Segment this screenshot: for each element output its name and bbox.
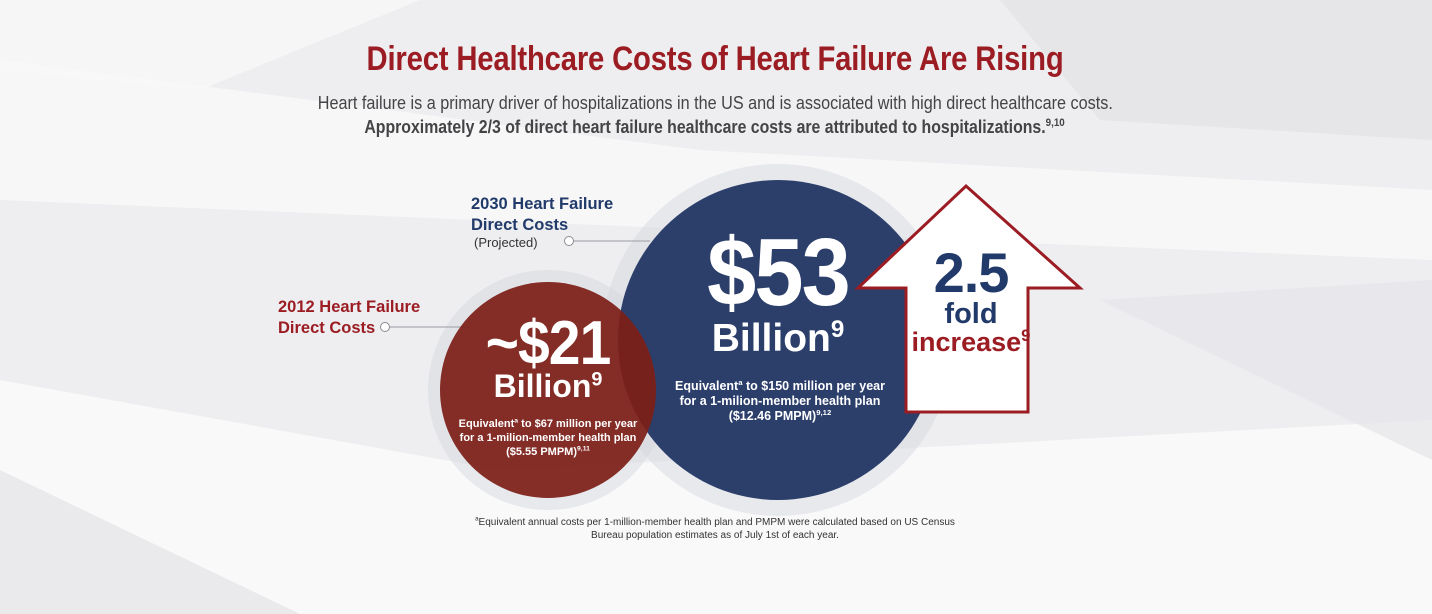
cost-2012-equiv-rest: to $67 million per year for a 1-milion-m… bbox=[459, 418, 638, 458]
circle-2012-cost bbox=[440, 282, 656, 498]
subtitle-line-1: Heart failure is a primary driver of hos… bbox=[317, 93, 1113, 113]
cost-2030-equivalent: Equivalenta to $150 million per year for… bbox=[670, 377, 890, 424]
label-2030-line-1: 2030 Heart Failure bbox=[471, 195, 614, 213]
cost-2030-equiv-refs: 9,12 bbox=[816, 407, 832, 417]
cost-2012-unit-ref: 9 bbox=[591, 368, 603, 391]
cost-2030-unit-ref: 9 bbox=[830, 316, 845, 343]
subtitle-line-2: Approximately 2/3 of direct heart failur… bbox=[84, 117, 1344, 138]
footnote-sup: a bbox=[475, 515, 479, 523]
leader-dot-2030 bbox=[564, 236, 574, 246]
increase-fold: fold bbox=[944, 298, 998, 330]
cost-2012-value: ~$21 bbox=[485, 309, 612, 378]
cost-2030-equiv-word: Equivalent bbox=[675, 379, 739, 393]
label-2012-line-2: Direct Costs bbox=[278, 319, 376, 337]
page-title: Direct Healthcare Costs of Heart Failure… bbox=[366, 40, 1064, 78]
label-2030-projected: (Projected) bbox=[474, 235, 538, 250]
cost-2012-unit-text: Billion bbox=[493, 368, 592, 404]
cost-2012-equiv-sup: a bbox=[514, 417, 519, 425]
cost-2030-equiv-sup: a bbox=[738, 377, 743, 387]
cost-2030-unit: Billion9 bbox=[658, 317, 898, 361]
label-2012-line-1: 2012 Heart Failure bbox=[278, 298, 421, 316]
cost-2030-equiv-rest: to $150 million per year for a 1-milion-… bbox=[679, 379, 885, 423]
cost-2030-unit-text: Billion bbox=[711, 317, 831, 360]
subtitle-line-2-text: Approximately 2/3 of direct heart failur… bbox=[364, 117, 1046, 137]
circle-2030-cost bbox=[618, 180, 938, 500]
leader-dot-2012 bbox=[380, 322, 390, 332]
increase-value: 2.5 bbox=[933, 241, 1010, 304]
label-2030-line-2: Direct Costs bbox=[471, 216, 569, 234]
cost-2012-equiv-word: Equivalent bbox=[458, 418, 515, 430]
footnote: aEquivalent annual costs per 1-million-m… bbox=[460, 516, 970, 542]
increase-label: increase9 bbox=[906, 327, 1036, 358]
cost-2030-value: $53 bbox=[707, 219, 851, 326]
cost-2012-unit: Billion9 bbox=[440, 368, 656, 405]
arrow-shape bbox=[854, 183, 1084, 414]
cost-2012-equiv-refs: 9,11 bbox=[577, 445, 590, 453]
footnote-text: Equivalent annual costs per 1-million-me… bbox=[478, 517, 955, 541]
label-2030: 2030 Heart Failure Direct Costs bbox=[471, 194, 613, 236]
label-2012: 2012 Heart Failure Direct Costs bbox=[278, 297, 420, 339]
increase-label-ref: 9 bbox=[1021, 326, 1031, 345]
cost-2012-equivalent: Equivalenta to $67 million per year for … bbox=[458, 417, 638, 459]
increase-label-text: increase bbox=[911, 327, 1022, 357]
subtitle-line-2-refs: 9,10 bbox=[1045, 117, 1065, 129]
